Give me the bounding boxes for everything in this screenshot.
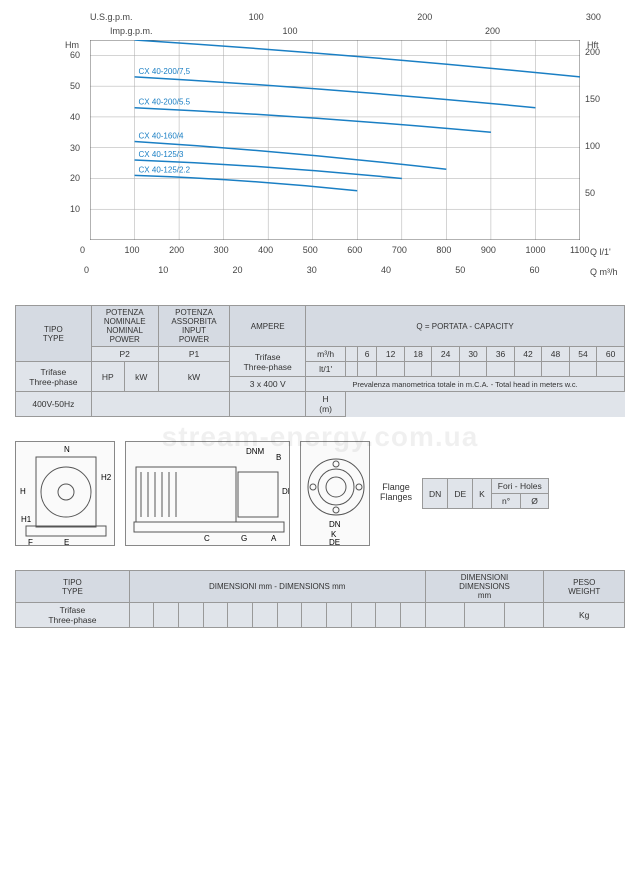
svg-text:CX 40-200/5.5: CX 40-200/5.5 bbox=[139, 98, 191, 107]
svg-text:E: E bbox=[64, 538, 69, 546]
diagram-flange: DN K DE bbox=[300, 441, 370, 546]
us-gpm-label: U.S.g.p.m. bbox=[90, 12, 133, 22]
imp-gpm-label: Imp.g.p.m. bbox=[110, 26, 153, 36]
hdr-prevalenza: Prevalenza manometrica totale in m.C.A. … bbox=[306, 377, 625, 392]
q-l-label: Q l/1' bbox=[590, 247, 611, 257]
svg-text:H2: H2 bbox=[101, 473, 112, 482]
svg-text:CX 40-160/4: CX 40-160/4 bbox=[139, 132, 184, 141]
hdr-kw1: kW bbox=[124, 362, 158, 392]
hdr-volt: 400V-50Hz bbox=[16, 392, 92, 417]
svg-text:G: G bbox=[241, 534, 247, 543]
hdr-trif2: Trifase Three-phase bbox=[230, 347, 306, 377]
dimhdr-dim2: DIMENSIONI DIMENSIONS mm bbox=[425, 571, 544, 603]
svg-text:C: C bbox=[204, 534, 210, 543]
hdr-potnom: POTENZA NOMINALE NOMINAL POWER bbox=[91, 306, 158, 347]
svg-text:H1: H1 bbox=[21, 515, 32, 524]
chart-plot-area: CX 40-200/11CX 40-200/7,5CX 40-200/5.5CX… bbox=[90, 40, 580, 240]
hdr-lt1: lt/1' bbox=[306, 362, 346, 377]
chart-svg: CX 40-200/11CX 40-200/7,5CX 40-200/5.5CX… bbox=[90, 40, 580, 240]
svg-text:A: A bbox=[271, 534, 277, 543]
flanges-label: Flange Flanges bbox=[380, 482, 412, 502]
hm-label: Hm bbox=[65, 40, 79, 50]
svg-text:DNA: DNA bbox=[282, 487, 290, 496]
dimhdr-peso: PESO WEIGHT bbox=[544, 571, 625, 603]
svg-text:CX 40-200/7,5: CX 40-200/7,5 bbox=[139, 67, 191, 76]
svg-text:F: F bbox=[28, 538, 33, 546]
hdr-h: H (m) bbox=[306, 392, 346, 417]
hdr-trifase: Trifase Three-phase bbox=[16, 362, 92, 392]
diagram-side: DNM B DNA G A C bbox=[125, 441, 290, 546]
dimhdr-kg: Kg bbox=[544, 603, 625, 628]
hdr-ampere: AMPERE bbox=[230, 306, 306, 347]
hdr-m3h: m³/h bbox=[306, 347, 346, 362]
hdr-kw2: kW bbox=[158, 362, 230, 392]
flange-table: DN DE K Fori - Holes n° Ø bbox=[422, 478, 549, 509]
dimension-diagrams: N H H2 H1 F E DNM B DNA G A C DN K DE Fl… bbox=[15, 441, 625, 546]
hdr-tipo: TIPO TYPE bbox=[16, 306, 92, 362]
svg-text:H: H bbox=[20, 487, 26, 496]
capacity-table: TIPO TYPE POTENZA NOMINALE NOMINAL POWER… bbox=[15, 305, 625, 417]
svg-text:B: B bbox=[276, 453, 281, 462]
dimhdr-tipo: TIPO TYPE bbox=[16, 571, 130, 603]
q-m3-label: Q m³/h bbox=[590, 267, 618, 277]
svg-text:DN: DN bbox=[329, 520, 341, 529]
dimensions-table: TIPO TYPE DIMENSIONI mm - DIMENSIONS mm … bbox=[15, 570, 625, 628]
dimhdr-dim: DIMENSIONI mm - DIMENSIONS mm bbox=[129, 571, 425, 603]
svg-text:N: N bbox=[64, 445, 70, 454]
diagram-front: N H H2 H1 F E bbox=[15, 441, 115, 546]
hdr-hp: HP bbox=[91, 362, 124, 392]
hdr-potass: POTENZA ASSORBITA INPUT POWER bbox=[158, 306, 230, 347]
svg-text:DE: DE bbox=[329, 538, 340, 546]
performance-chart: U.S.g.p.m. Imp.g.p.m. Hm Hft Q l/1' Q m³… bbox=[15, 10, 625, 290]
hdr-portata: Q = PORTATA - CAPACITY bbox=[306, 306, 625, 347]
dimhdr-trifase: Trifase Three-phase bbox=[16, 603, 130, 628]
svg-text:CX 40-125/2.2: CX 40-125/2.2 bbox=[139, 165, 191, 174]
hdr-p2: P2 bbox=[91, 347, 158, 362]
svg-text:DNM: DNM bbox=[246, 447, 265, 456]
hdr-p1: P1 bbox=[158, 347, 230, 362]
svg-text:CX 40-125/3: CX 40-125/3 bbox=[139, 150, 184, 159]
hdr-v400: 3 x 400 V bbox=[230, 377, 306, 392]
